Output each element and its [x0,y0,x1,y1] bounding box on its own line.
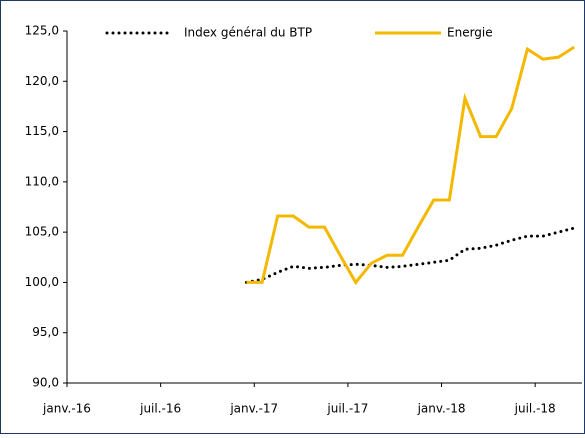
x-tick-label: janv.-18 [417,402,466,416]
y-tick-label: 125,0 [25,24,59,38]
series-line [244,226,576,284]
y-tick-label: 110,0 [25,174,59,188]
x-tick-label: janv.-16 [42,402,91,416]
y-tick-label: 90,0 [32,376,59,390]
y-tick-label: 100,0 [25,275,59,289]
series-line [246,45,576,286]
x-tick-label: juil.-17 [326,402,368,416]
x-tick-label: juil.-16 [139,402,181,416]
legend-label: Energie [447,26,493,40]
x-tick-label: juil.-18 [514,402,556,416]
legend-label: Index général du BTP [184,26,312,40]
y-tick-label: 105,0 [25,225,59,239]
y-tick-label: 115,0 [25,124,59,138]
y-tick-label: 95,0 [32,325,59,339]
x-tick-label: janv.-17 [229,402,278,416]
y-tick-label: 120,0 [25,74,59,88]
